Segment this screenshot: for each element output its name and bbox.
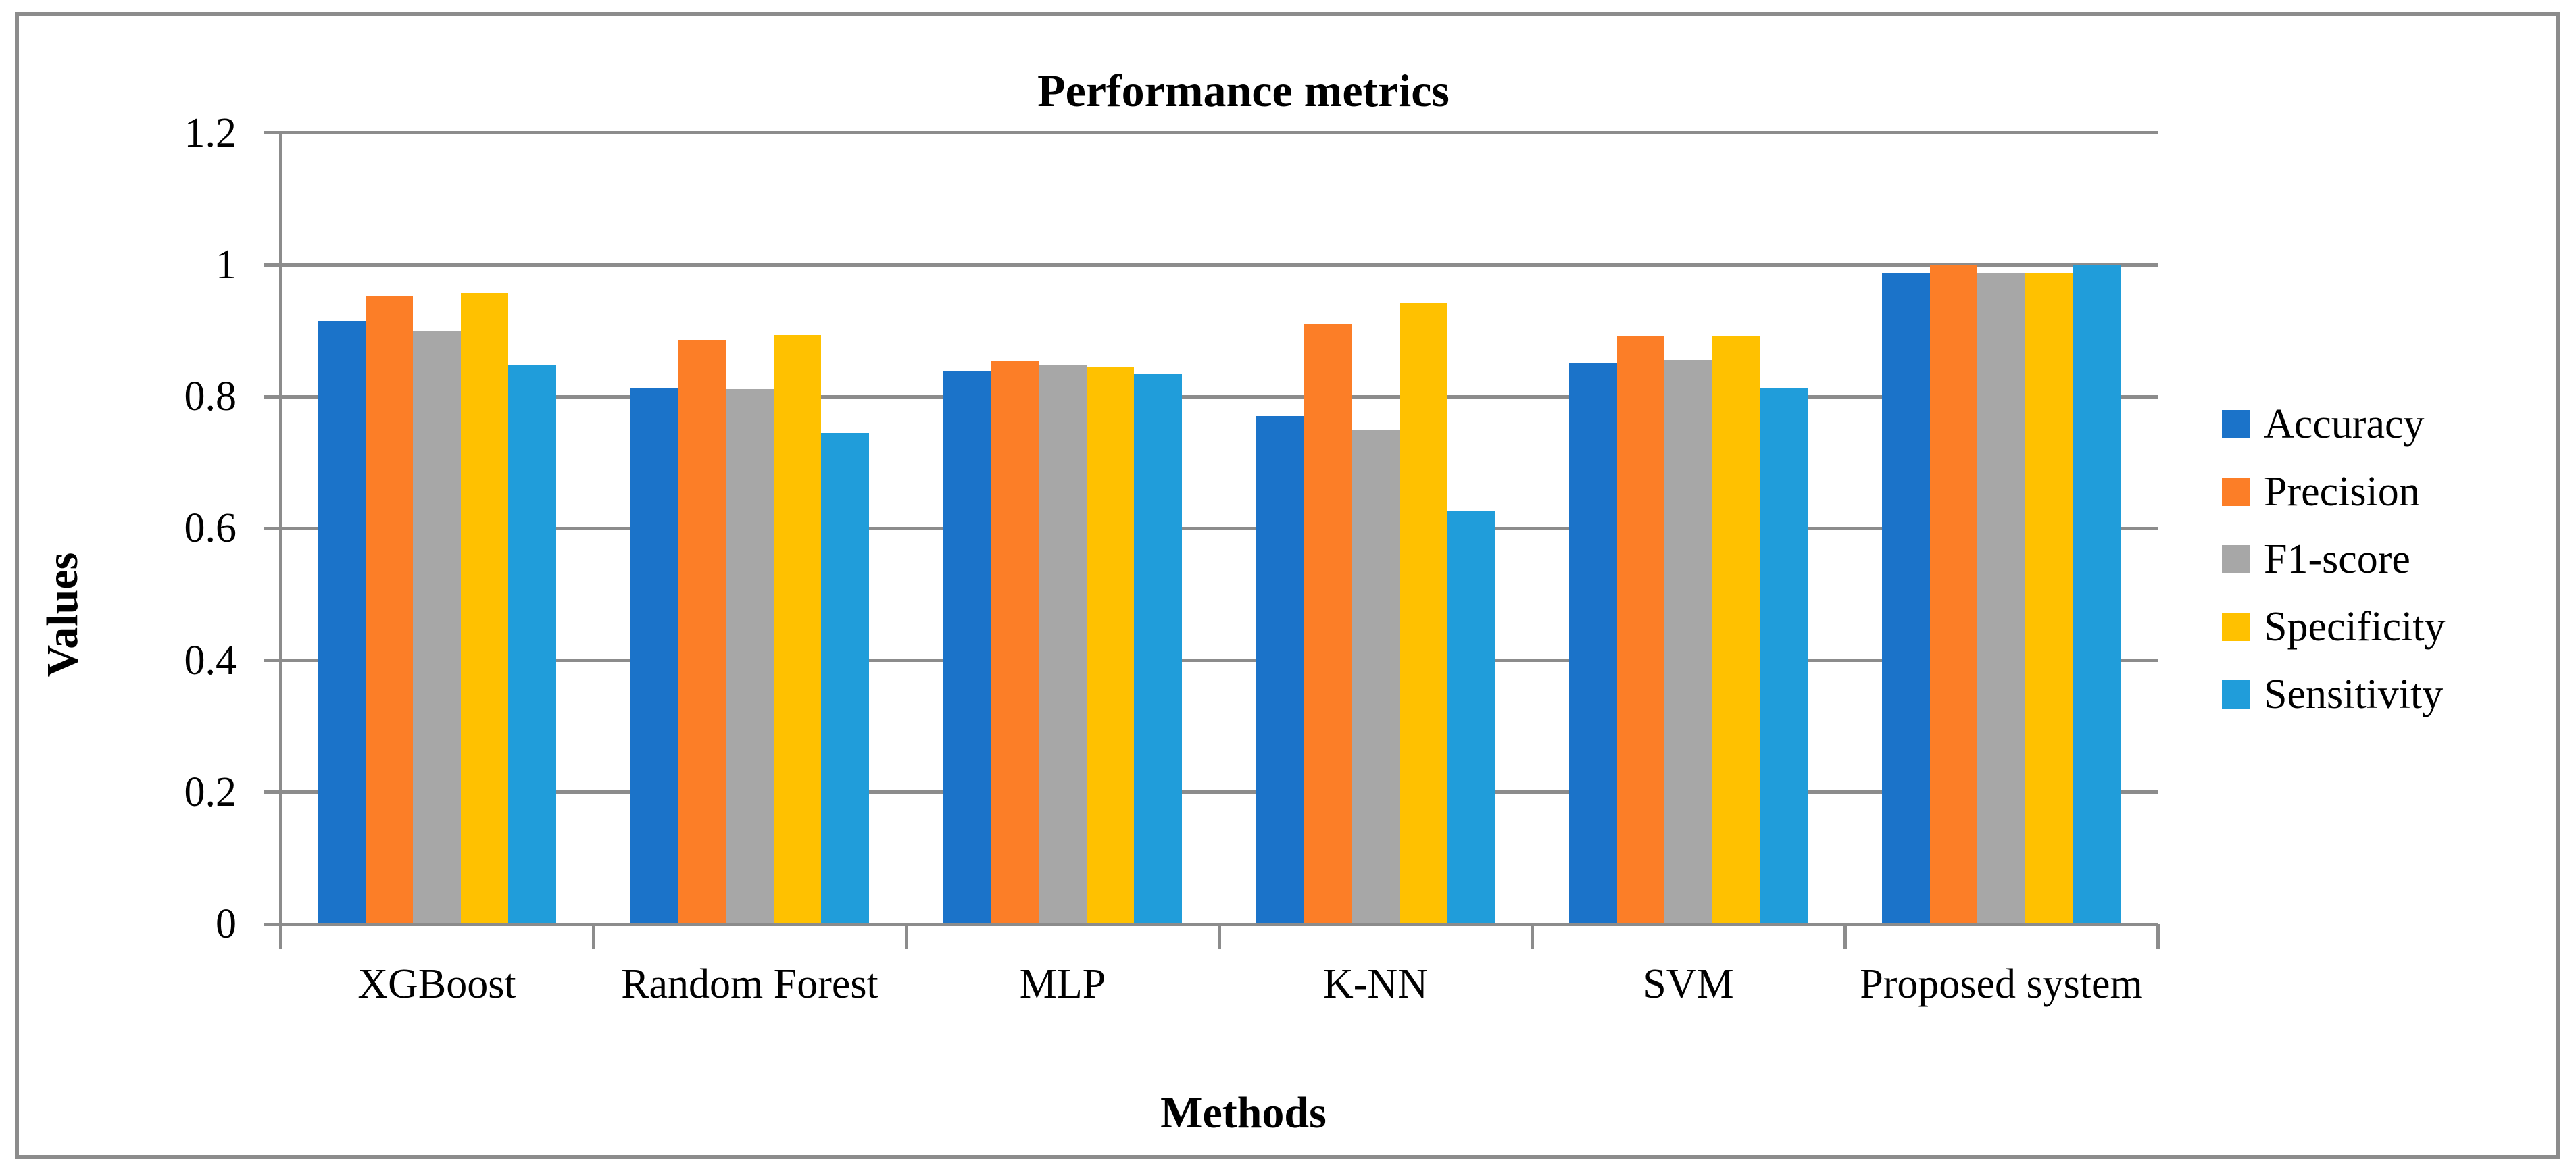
y-tick-0-6: [264, 526, 297, 530]
legend-label-f1-score: F1-score: [2264, 536, 2410, 582]
bar-k-nn-accuracy: [1256, 415, 1304, 924]
bar-random-forest-accuracy: [630, 387, 678, 924]
gridline-y-0-4: [280, 659, 2158, 663]
legend-swatch-precision-icon: [2222, 478, 2250, 506]
gridline-y-1-2: [280, 131, 2158, 135]
legend-swatch-accuracy-icon: [2222, 410, 2250, 438]
y-tick-label-0-8: 0.8: [184, 374, 237, 420]
legend-label-sensitivity: Sensitivity: [2264, 671, 2444, 717]
x-tick-1: [591, 924, 595, 949]
y-tick-label-0-4: 0.4: [184, 637, 237, 684]
legend-item-accuracy: Accuracy: [2222, 402, 2425, 446]
x-tick-5: [1843, 924, 1847, 949]
bar-svm-specificity: [1712, 336, 1760, 924]
legend-item-specificity: Specificity: [2222, 605, 2446, 649]
x-axis-title: Methods: [1160, 1088, 1327, 1137]
x-tick-6: [2156, 924, 2160, 949]
bar-random-forest-f1-score: [726, 389, 774, 924]
y-axis-line: [278, 132, 282, 949]
legend-swatch-specificity-icon: [2222, 613, 2250, 641]
y-tick-1-2: [264, 131, 297, 135]
legend-item-f1-score: F1-score: [2222, 537, 2410, 582]
bar-mlp-specificity: [1086, 367, 1135, 924]
x-category-label-svm: SVM: [1643, 961, 1734, 1007]
y-tick-label-1: 1: [216, 242, 237, 288]
bar-mlp-precision: [991, 361, 1039, 924]
legend-item-sensitivity: Sensitivity: [2222, 672, 2443, 717]
x-tick-2: [904, 924, 908, 949]
y-tick-0-4: [264, 659, 297, 663]
bar-xgboost-f1-score: [413, 330, 461, 924]
bar-k-nn-sensitivity: [1447, 511, 1495, 924]
gridline-y-1: [280, 263, 2158, 267]
y-axis-title: Values: [38, 552, 87, 678]
y-tick-1: [264, 263, 297, 267]
bar-proposed-system-accuracy: [1882, 272, 1930, 924]
x-category-label-random-forest: Random Forest: [621, 961, 878, 1007]
bar-k-nn-f1-score: [1352, 430, 1400, 924]
bar-proposed-system-precision: [1929, 265, 1978, 924]
y-tick-label-1-2: 1.2: [184, 109, 237, 156]
y-tick-0-2: [264, 790, 297, 794]
bar-proposed-system-sensitivity: [2073, 265, 2121, 924]
y-tick-0-8: [264, 394, 297, 399]
bar-mlp-sensitivity: [1134, 374, 1182, 924]
bar-proposed-system-specificity: [2025, 272, 2073, 924]
legend-label-accuracy: Accuracy: [2264, 401, 2425, 447]
bar-k-nn-specificity: [1399, 302, 1447, 924]
gridline-y-0-2: [280, 790, 2158, 794]
bar-svm-precision: [1616, 336, 1665, 924]
x-category-label-xgboost: XGBoost: [357, 961, 516, 1007]
x-tick-0: [278, 924, 282, 949]
y-tick-label-0: 0: [216, 901, 237, 947]
bar-mlp-f1-score: [1039, 365, 1087, 924]
y-tick-label-0-6: 0.6: [184, 505, 237, 552]
x-category-label-proposed-system: Proposed system: [1860, 961, 2143, 1007]
bar-svm-sensitivity: [1760, 387, 1808, 924]
legend-label-specificity: Specificity: [2264, 604, 2446, 650]
x-tick-4: [1530, 924, 1534, 949]
bar-xgboost-precision: [365, 295, 414, 924]
bar-svm-accuracy: [1569, 363, 1617, 924]
bar-random-forest-sensitivity: [821, 432, 869, 924]
legend-swatch-f1-score-icon: [2222, 545, 2250, 573]
bar-random-forest-precision: [678, 340, 726, 924]
legend-label-precision: Precision: [2264, 469, 2420, 515]
bar-xgboost-specificity: [460, 292, 509, 924]
x-tick-3: [1217, 924, 1221, 949]
bar-proposed-system-f1-score: [1977, 272, 2025, 924]
x-category-label-k-nn: K-NN: [1323, 961, 1428, 1007]
bar-xgboost-accuracy: [318, 320, 366, 924]
x-category-label-mlp: MLP: [1019, 961, 1106, 1007]
chart-title: Performance metrics: [1037, 65, 1450, 116]
bar-k-nn-precision: [1304, 324, 1352, 924]
bar-svm-f1-score: [1664, 359, 1712, 924]
bar-xgboost-sensitivity: [508, 365, 556, 924]
gridline-y-0-6: [280, 526, 2158, 530]
y-tick-label-0-2: 0.2: [184, 769, 237, 815]
gridline-y-0-8: [280, 394, 2158, 399]
bar-random-forest-specificity: [773, 335, 822, 924]
legend-swatch-sensitivity-icon: [2222, 680, 2250, 709]
bar-mlp-accuracy: [943, 371, 991, 924]
legend-item-precision: Precision: [2222, 469, 2420, 514]
